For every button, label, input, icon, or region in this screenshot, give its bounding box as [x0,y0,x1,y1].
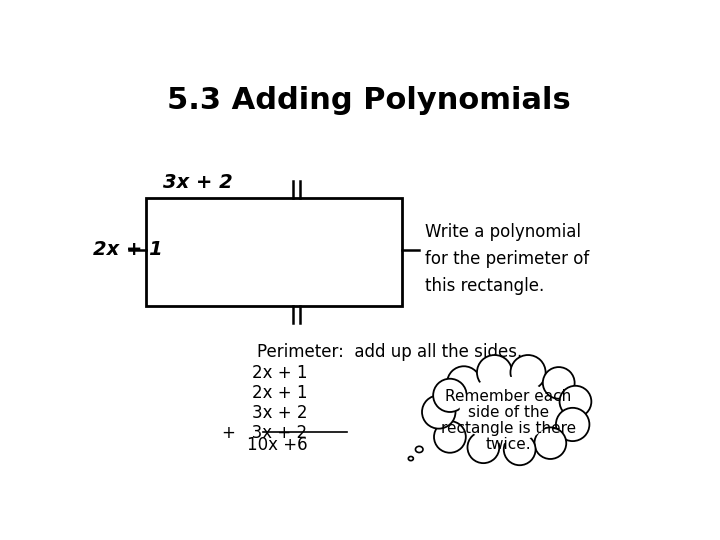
Ellipse shape [408,456,413,461]
Text: 2x + 1: 2x + 1 [93,240,163,259]
Text: 3x + 2: 3x + 2 [252,404,307,422]
Text: rectangle is there: rectangle is there [441,421,576,436]
Text: side of the: side of the [468,405,549,420]
Text: for the perimeter of: for the perimeter of [425,250,589,268]
Text: 3x + 2: 3x + 2 [163,173,233,192]
Ellipse shape [510,355,546,390]
Text: twice.: twice. [486,436,531,451]
Ellipse shape [433,379,467,412]
Ellipse shape [447,366,481,400]
Ellipse shape [477,355,512,390]
Ellipse shape [467,431,499,463]
Text: 2x + 1: 2x + 1 [252,384,307,402]
Text: Write a polynomial: Write a polynomial [425,223,581,241]
Ellipse shape [434,421,466,453]
Ellipse shape [504,434,536,465]
Bar [145,198,402,306]
Text: this rectangle.: this rectangle. [425,277,544,295]
Ellipse shape [422,395,456,429]
Ellipse shape [534,427,566,459]
Text: Remember each: Remember each [446,389,572,404]
Text: 10x +6: 10x +6 [247,436,307,454]
Ellipse shape [559,386,591,417]
Ellipse shape [459,377,552,443]
Ellipse shape [415,446,423,453]
Text: Perimeter:  add up all the sides.: Perimeter: add up all the sides. [258,343,523,361]
Ellipse shape [556,408,590,441]
Ellipse shape [543,367,575,399]
Text: 2x + 1: 2x + 1 [252,364,307,382]
Text: +   3x + 2: + 3x + 2 [222,424,307,442]
Text: 5.3 Adding Polynomials: 5.3 Adding Polynomials [167,85,571,114]
